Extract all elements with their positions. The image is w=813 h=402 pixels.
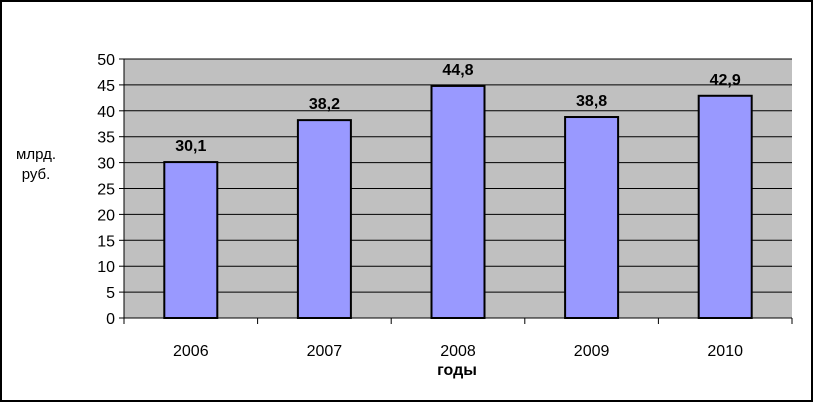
x-tick-label-2007: 2007: [307, 343, 343, 360]
x-tick-label-2008: 2008: [440, 343, 476, 360]
bar-2006: [163, 161, 219, 319]
data-labels: 30,1 38,2 44,8 38,8 42,9: [175, 62, 741, 155]
data-label-2006: 30,1: [175, 138, 206, 155]
y-tick-labels: 0 5 10 15 20 25 30 35 40 45 50: [97, 52, 124, 328]
y-tick-label: 15: [97, 233, 115, 250]
bar-2008: [430, 84, 486, 319]
y-tick-label: 50: [97, 52, 115, 69]
y-tick-label: 45: [97, 78, 115, 95]
bar-2010: [697, 94, 753, 319]
y-tick-label: 25: [97, 182, 115, 199]
y-tick-label: 5: [106, 285, 115, 302]
x-tick-label-2006: 2006: [173, 343, 209, 360]
y-tick-label: 35: [97, 130, 115, 147]
y-tick-label: 30: [97, 156, 115, 173]
y-axis-title-line-2: руб.: [22, 166, 51, 183]
data-label-2007: 38,2: [309, 96, 340, 113]
bar-2007: [296, 119, 352, 320]
data-label-2010: 42,9: [710, 72, 741, 89]
x-tick-label-2010: 2010: [707, 343, 743, 360]
x-axis-title: годы: [437, 362, 477, 379]
data-label-2009: 38,8: [576, 93, 607, 110]
y-tick-label: 20: [97, 207, 115, 224]
y-tick-label: 10: [97, 259, 115, 276]
bars: [163, 84, 753, 320]
x-tick-labels: 2006 2007 2008 2009 2010: [123, 318, 793, 360]
y-tick-label: 0: [106, 311, 115, 328]
bar-2009: [564, 116, 620, 319]
y-tick-label: 40: [97, 104, 115, 121]
x-tick-label-2009: 2009: [574, 343, 610, 360]
data-label-2008: 44,8: [442, 62, 473, 79]
y-axis-title-line-1: млрд.: [16, 146, 56, 163]
